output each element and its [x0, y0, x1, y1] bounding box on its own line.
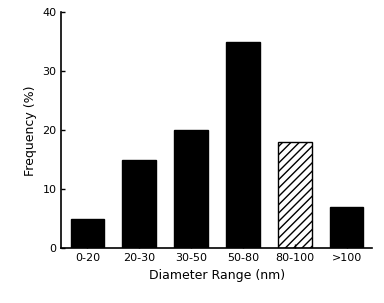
- X-axis label: Diameter Range (nm): Diameter Range (nm): [149, 269, 285, 282]
- Bar: [174, 130, 208, 248]
- Bar: [330, 207, 363, 248]
- Bar: [71, 219, 104, 248]
- Bar: [278, 142, 311, 248]
- Bar: [226, 42, 260, 248]
- Bar: [122, 160, 156, 248]
- Y-axis label: Frequency (%): Frequency (%): [24, 85, 37, 175]
